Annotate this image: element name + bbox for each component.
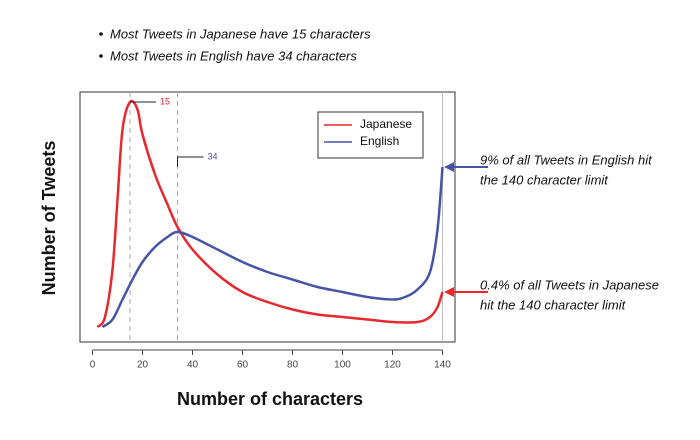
x-tick-label: 20	[137, 360, 149, 371]
legend-label: English	[360, 134, 399, 148]
y-axis-label: Number of Tweets	[39, 141, 59, 296]
series-line	[96, 99, 444, 328]
x-axis-label: Number of characters	[177, 389, 363, 409]
callout-text: 0.4% of all Tweets in Japanese	[480, 277, 659, 292]
x-tick-label: 0	[90, 360, 96, 371]
note: Most Tweets in Japanese have 15 characte…	[110, 26, 371, 41]
x-tick-label: 40	[187, 360, 199, 371]
plot-frame	[79, 91, 456, 343]
bullet	[99, 54, 103, 58]
callout-text: hit the 140 character limit	[480, 297, 627, 312]
x-tick-label: 100	[334, 360, 351, 371]
callout-arrowhead	[444, 287, 454, 297]
callout-text: the 140 character limit	[480, 172, 609, 187]
peak-bracket	[177, 156, 204, 167]
x-tick-label: 140	[434, 360, 451, 371]
note: Most Tweets in English have 34 character…	[110, 48, 357, 63]
callout-arrowhead	[444, 162, 454, 172]
x-tick-label: 120	[384, 360, 401, 371]
legend-label: Japanese	[360, 117, 412, 131]
x-tick-label: 80	[287, 360, 299, 371]
series-line	[101, 166, 444, 329]
peak-label: 34	[208, 151, 218, 161]
legend-box	[317, 111, 424, 159]
x-tick-label: 60	[237, 360, 249, 371]
peak-label: 15	[160, 96, 170, 106]
bullet	[99, 32, 103, 36]
callout-text: 9% of all Tweets in English hit	[480, 152, 653, 167]
